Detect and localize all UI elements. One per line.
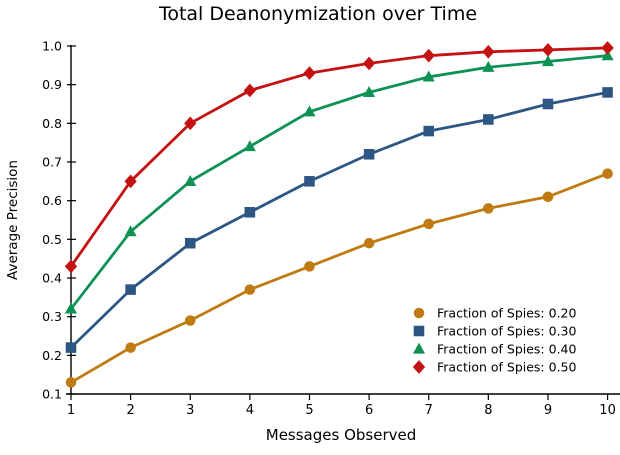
series-marker-0.20	[602, 168, 613, 179]
series-marker-0.40	[422, 70, 435, 82]
x-tick-label: 3	[186, 403, 194, 418]
chart-title: Total Deanonymization over Time	[158, 3, 478, 25]
series-marker-0.50	[422, 48, 435, 63]
x-axis-label: Messages Observed	[265, 426, 417, 444]
series-marker-0.30	[184, 237, 196, 249]
series-marker-0.20	[483, 203, 494, 214]
x-tick-label: 5	[305, 403, 313, 418]
y-tick-label: 0.4	[42, 271, 62, 286]
series-marker-0.20	[125, 342, 136, 353]
y-tick-label: 0.7	[42, 155, 62, 170]
series-marker-0.50	[541, 43, 555, 57]
series-marker-0.40	[601, 49, 614, 61]
series-marker-0.50	[124, 174, 137, 189]
series-marker-0.30	[125, 284, 136, 295]
series-marker-0.20	[542, 191, 554, 203]
y-tick-label: 0.1	[42, 387, 62, 402]
x-tick-label: 8	[484, 403, 492, 418]
y-tick-label: 0.9	[42, 77, 62, 92]
legend-marker-0.40	[412, 342, 426, 354]
legend-label: Fraction of Spies: 0.50	[437, 360, 577, 375]
y-tick-label: 0.6	[42, 193, 62, 208]
x-tick-label: 4	[246, 403, 254, 418]
series-marker-0.40	[541, 55, 555, 67]
x-tick-label: 6	[365, 403, 373, 418]
series-line-0.50	[69, 46, 608, 268]
legend-label: Fraction of Spies: 0.20	[437, 306, 577, 321]
series-marker-0.40	[243, 140, 256, 152]
series-marker-0.50	[362, 56, 376, 71]
series-marker-0.40	[482, 60, 495, 72]
x-tick-label: 9	[544, 403, 552, 418]
legend-marker-0.50	[412, 360, 426, 374]
y-tick-label: 0.8	[42, 116, 62, 131]
legend-label: Fraction of Spies: 0.30	[437, 324, 577, 339]
series-line-0.20	[70, 172, 609, 384]
y-tick-label: 0.5	[42, 232, 62, 247]
series-marker-0.50	[184, 116, 197, 131]
legend-marker-0.30	[413, 325, 425, 337]
series-marker-0.20	[184, 315, 196, 326]
legend-marker-0.20	[413, 307, 425, 319]
series-marker-0.30	[244, 206, 256, 218]
series-marker-0.50	[601, 41, 614, 55]
series-marker-0.40	[64, 302, 78, 314]
x-tick-label: 7	[425, 403, 433, 418]
series-marker-0.50	[482, 44, 495, 59]
series-marker-0.30	[542, 98, 554, 110]
series-line-0.30	[70, 91, 608, 349]
y-axis-label: Average Precision	[5, 160, 21, 280]
series-marker-0.20	[244, 284, 256, 295]
series-marker-0.30	[363, 148, 375, 160]
series-marker-0.20	[65, 377, 77, 388]
series-marker-0.50	[303, 66, 316, 80]
series-marker-0.30	[483, 114, 494, 125]
series-marker-0.20	[304, 261, 315, 272]
series-marker-0.30	[602, 87, 613, 98]
x-tick-label: 1	[67, 403, 75, 418]
y-tick-label: 1.0	[42, 39, 62, 54]
series-marker-0.20	[423, 218, 434, 230]
series-marker-0.40	[303, 105, 316, 117]
series-marker-0.20	[363, 237, 375, 249]
series-marker-0.30	[423, 125, 434, 137]
x-tick-label: 2	[126, 403, 134, 418]
y-tick-label: 0.2	[42, 348, 62, 363]
series-marker-0.50	[64, 259, 78, 274]
series-marker-0.30	[65, 342, 77, 353]
y-tick-label: 0.3	[42, 309, 62, 324]
series-marker-0.40	[184, 174, 197, 186]
x-tick-label: 10	[599, 403, 616, 418]
series-line-0.40	[69, 54, 608, 310]
series-marker-0.40	[124, 225, 137, 237]
series-marker-0.50	[243, 83, 257, 98]
series-marker-0.40	[363, 86, 376, 98]
legend-label: Fraction of Spies: 0.40	[437, 342, 577, 357]
series-marker-0.30	[304, 176, 315, 187]
